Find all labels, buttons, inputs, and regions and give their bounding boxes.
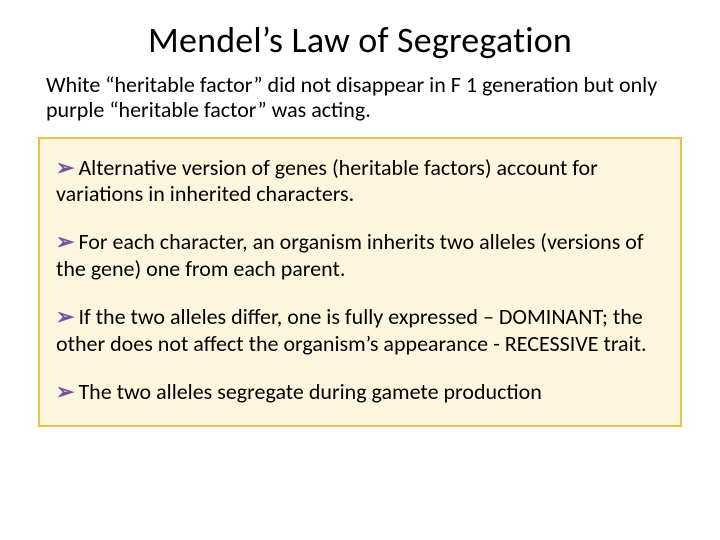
bullet-text: For each character, an organism inherits… (56, 228, 644, 281)
bullet-item: ➢The two alleles segregate during gamete… (56, 379, 664, 405)
bullet-arrow-icon: ➢ (56, 378, 74, 405)
bullet-text: If the two alleles differ, one is fully … (56, 303, 647, 356)
intro-paragraph: White “heritable factor” did not disappe… (46, 72, 674, 123)
highlight-box: ➢Alternative version of genes (heritable… (38, 137, 682, 428)
bullet-item: ➢Alternative version of genes (heritable… (56, 155, 664, 208)
bullet-item: ➢For each character, an organism inherit… (56, 229, 664, 282)
bullet-arrow-icon: ➢ (56, 154, 74, 181)
slide: Mendel’s Law of Segregation White “herit… (0, 0, 720, 540)
bullet-text: Alternative version of genes (heritable … (56, 154, 598, 207)
slide-title: Mendel’s Law of Segregation (36, 18, 684, 62)
bullet-text: The two alleles segregate during gamete … (78, 378, 541, 405)
bullet-arrow-icon: ➢ (56, 303, 74, 330)
bullet-arrow-icon: ➢ (56, 228, 74, 255)
bullet-item: ➢If the two alleles differ, one is fully… (56, 304, 664, 357)
